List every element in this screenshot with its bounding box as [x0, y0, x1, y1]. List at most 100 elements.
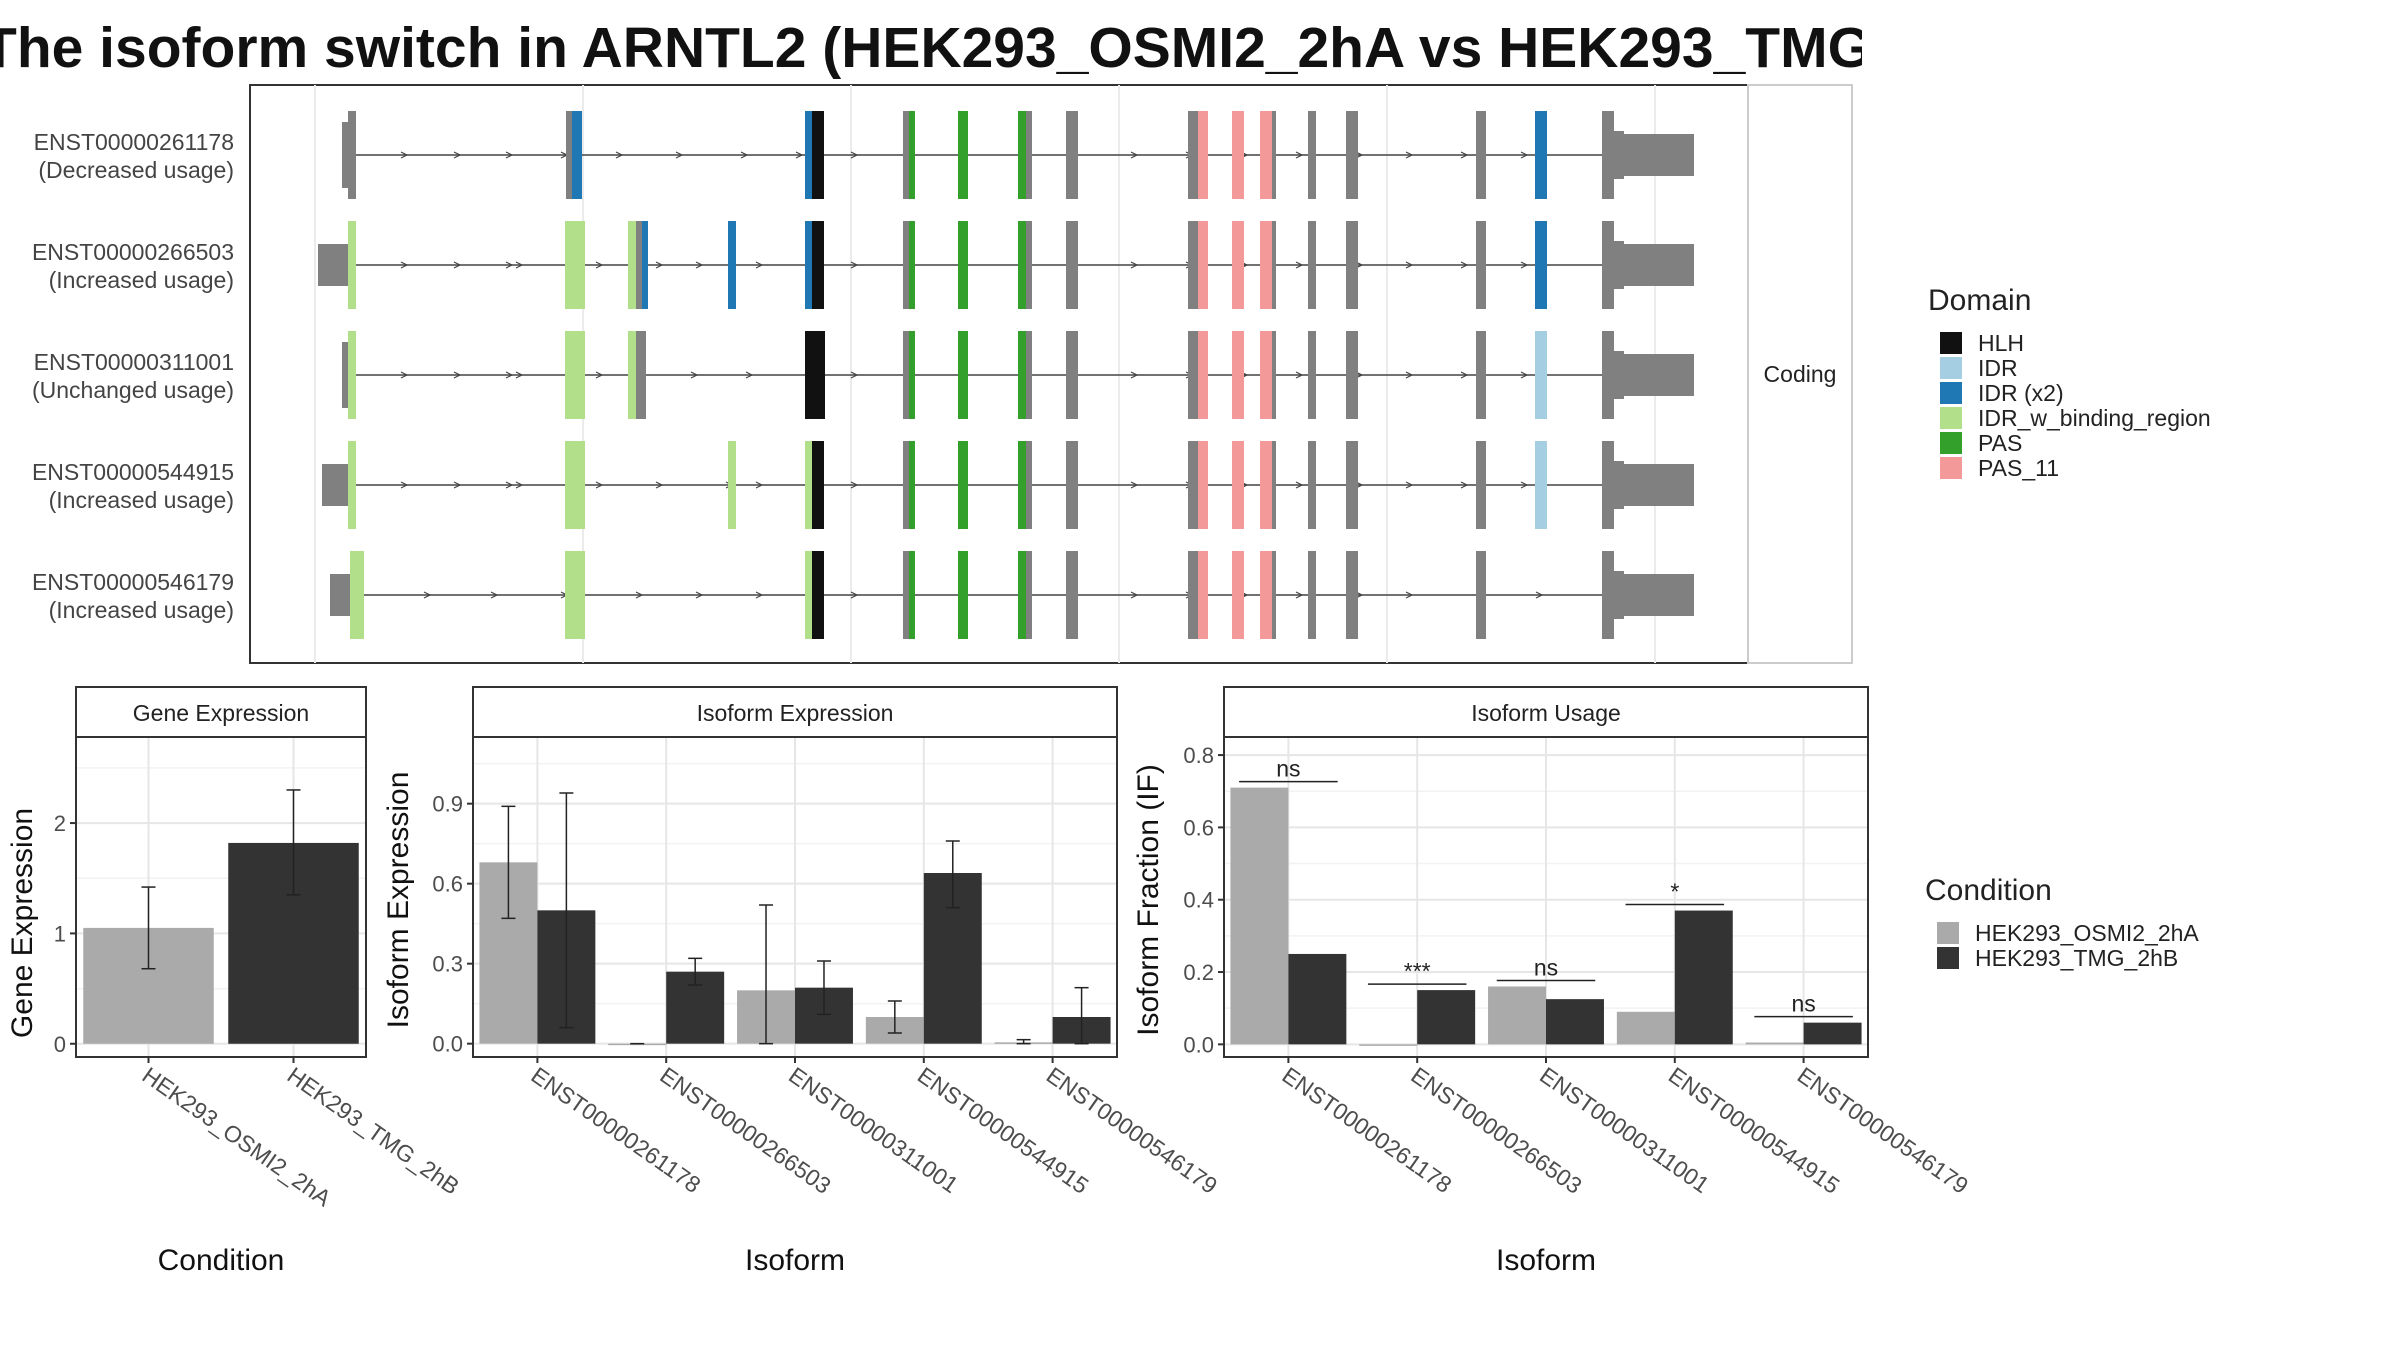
figure-title: The isoform switch in ARNTL2 (HEK293_OSM…	[0, 16, 1862, 80]
exon	[1198, 441, 1208, 529]
y-axis-title: Isoform Expression	[382, 772, 415, 1029]
y-axis-title: Gene Expression	[6, 808, 39, 1038]
y-tick-label: 0.3	[432, 952, 463, 977]
significance-label: *	[1670, 879, 1679, 905]
intron-arrow	[1520, 261, 1529, 269]
intron-arrow	[1460, 481, 1469, 489]
exon	[805, 331, 825, 419]
exon	[1018, 331, 1026, 419]
exon	[1232, 111, 1244, 199]
legend-key	[1937, 947, 1959, 969]
exon	[909, 551, 915, 639]
bar	[1745, 1042, 1804, 1045]
exon	[1272, 111, 1276, 199]
exon	[1198, 111, 1208, 199]
y-tick-label: 0.4	[1183, 888, 1214, 913]
x-axis-title: Isoform	[1496, 1244, 1596, 1277]
exon	[1026, 331, 1032, 419]
exon	[1232, 551, 1244, 639]
chart-title: Isoform Usage	[1471, 700, 1621, 726]
exon	[903, 441, 909, 529]
exon	[1260, 111, 1272, 199]
exon	[348, 441, 356, 529]
exon	[1026, 111, 1032, 199]
intron-arrow	[850, 371, 859, 379]
exon	[1346, 551, 1358, 639]
intron-arrow	[755, 261, 764, 269]
legend-label: PAS	[1978, 430, 2022, 456]
intron-arrow	[515, 261, 524, 269]
intron-arrow	[515, 371, 524, 379]
bar	[1417, 990, 1476, 1045]
intron-arrow	[1130, 591, 1139, 599]
bar	[1803, 1022, 1862, 1045]
intron-arrow	[453, 261, 462, 269]
exon	[572, 111, 582, 199]
exon	[342, 342, 350, 408]
intron-arrow	[505, 481, 514, 489]
y-axis: 0.0 0.2 0.4 0.6 0.8	[1183, 743, 1224, 1057]
exon	[1614, 351, 1624, 399]
exon	[1535, 441, 1547, 529]
error-bar	[141, 886, 156, 970]
transcript-row	[342, 111, 1694, 199]
exon	[958, 441, 968, 529]
exon	[1308, 111, 1316, 199]
bar	[1230, 787, 1289, 1045]
exon	[903, 331, 909, 419]
exon	[636, 221, 642, 309]
utr-exon	[1622, 134, 1694, 176]
exon	[903, 221, 909, 309]
transcript-status-label: (Decreased usage)	[38, 157, 234, 183]
exon	[1272, 551, 1276, 639]
legend-key	[1940, 357, 1962, 379]
exon	[1308, 441, 1316, 529]
legend-label: IDR_w_binding_region	[1978, 405, 2211, 431]
legend-label: HLH	[1978, 330, 2024, 356]
transcript-row	[318, 221, 1694, 309]
error-bar	[286, 789, 301, 896]
exon	[342, 122, 350, 188]
exon	[1535, 111, 1547, 199]
facet-strip-coding	[1747, 84, 1853, 664]
y-tick-label: 1	[54, 921, 66, 946]
exon	[812, 551, 824, 639]
exon	[1198, 551, 1208, 639]
bar-series	[1288, 910, 1862, 1045]
intron-arrow	[675, 151, 684, 159]
intron-arrow	[1520, 371, 1529, 379]
transcript-status-label: (Increased usage)	[49, 597, 234, 623]
intron-arrow	[453, 151, 462, 159]
significance-annotations: ns *** ns * ns	[1239, 756, 1853, 1018]
exon	[1232, 441, 1244, 529]
intron-arrow	[655, 261, 664, 269]
exon	[1188, 111, 1198, 199]
exon	[1198, 331, 1208, 419]
exon	[903, 551, 909, 639]
exon	[1272, 221, 1276, 309]
exon	[1066, 551, 1078, 639]
y-axis: 0 1 2	[54, 811, 76, 1057]
intron-arrow	[655, 481, 664, 489]
exon	[1602, 221, 1614, 309]
intron-arrow	[1520, 481, 1529, 489]
exon	[1346, 441, 1358, 529]
exon	[1272, 441, 1276, 529]
exon	[1232, 331, 1244, 419]
plot-border	[75, 736, 367, 1058]
intron-arrow	[1130, 481, 1139, 489]
y-tick-label: 0.9	[432, 792, 463, 817]
error-bar	[1074, 986, 1089, 1045]
condition-legend-title: Condition	[1925, 874, 2052, 907]
error-bar	[759, 904, 774, 1045]
exon	[1272, 331, 1276, 419]
facet-strip	[472, 686, 1118, 738]
legend-label: PAS_11	[1978, 455, 2059, 481]
facet-strip	[75, 686, 367, 738]
exon	[1026, 441, 1032, 529]
legend-key	[1940, 407, 1962, 429]
intron-arrow	[635, 591, 644, 599]
exon	[1260, 441, 1272, 529]
utr-exon	[1622, 354, 1694, 396]
